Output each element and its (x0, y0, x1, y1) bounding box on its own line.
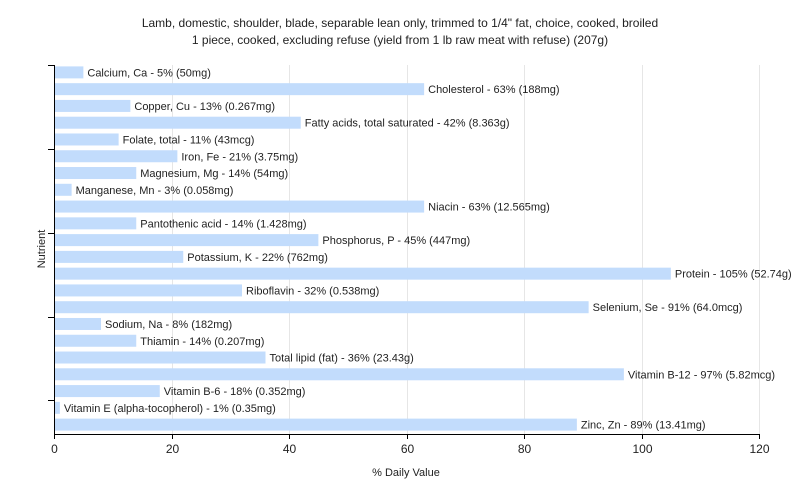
bar-label: Copper, Cu - 13% (0.267mg) (134, 101, 275, 113)
x-axis-title: % Daily Value (372, 467, 440, 479)
bar (55, 234, 319, 247)
bar (55, 284, 242, 297)
bars: Calcium, Ca - 5% (50mg) Cholesterol - 63%… (55, 66, 792, 432)
bar (55, 301, 589, 314)
bar-label: Niacin - 63% (12.565mg) (428, 202, 550, 214)
bar (55, 401, 60, 414)
bar-label: Pantothenic acid - 14% (1.428mg) (140, 218, 306, 230)
bar (55, 418, 577, 431)
bar (55, 83, 425, 96)
chart-title-line-1: Lamb, domestic, shoulder, blade, separab… (142, 16, 658, 30)
bar (55, 317, 101, 330)
bar (55, 133, 119, 146)
bar (55, 116, 301, 129)
x-tick-label: 20 (166, 442, 180, 456)
bar-label: Iron, Fe - 21% (3.75mg) (181, 151, 298, 163)
bar-label: Selenium, Se - 91% (64.0mcg) (593, 302, 743, 314)
bar-label: Phosphorus, P - 45% (447mg) (322, 235, 470, 247)
bar-label: Sodium, Na - 8% (182mg) (105, 319, 232, 331)
bar-label: Fatty acids, total saturated - 42% (8.36… (305, 118, 510, 130)
bar (55, 368, 624, 381)
bar (55, 385, 160, 398)
bar (55, 150, 178, 163)
bar-label: Magnesium, Mg - 14% (54mg) (140, 168, 288, 180)
x-tick-label: 100 (632, 442, 652, 456)
bar (55, 334, 137, 347)
bar-label: Calcium, Ca - 5% (50mg) (87, 67, 210, 79)
bar (55, 200, 425, 213)
bar (55, 167, 137, 180)
bar-label: Folate, total - 11% (43mcg) (123, 134, 255, 146)
bar-label: Vitamin E (alpha-tocopherol) - 1% (0.35m… (64, 403, 276, 415)
bar (55, 183, 72, 196)
x-tick-label: 120 (749, 442, 769, 456)
x-tick-label: 40 (283, 442, 297, 456)
bar-label: Total lipid (fat) - 36% (23.43g) (270, 353, 414, 365)
axes: 0 20 40 60 80 100 120 (48, 65, 770, 456)
bar-label: Thiamin - 14% (0.207mg) (140, 336, 264, 348)
x-tick-label: 0 (51, 442, 58, 456)
bar (55, 250, 184, 263)
bar (55, 267, 671, 280)
bar (55, 66, 84, 79)
x-tick-label: 80 (518, 442, 532, 456)
bar-label: Manganese, Mn - 3% (0.058mg) (76, 185, 234, 197)
bar (55, 99, 131, 112)
y-axis-title: Nutrient (36, 230, 48, 269)
bar-label: Cholesterol - 63% (188mg) (428, 84, 559, 96)
bar-label: Vitamin B-6 - 18% (0.352mg) (164, 386, 306, 398)
bar (55, 217, 137, 230)
x-tick-label: 60 (401, 442, 415, 456)
bar-label: Vitamin B-12 - 97% (5.82mcg) (628, 369, 775, 381)
bar-label: Zinc, Zn - 89% (13.41mg) (581, 420, 706, 432)
chart-title-line-2: 1 piece, cooked, excluding refuse (yield… (192, 33, 608, 47)
bar-label: Protein - 105% (52.74g) (675, 269, 792, 281)
bar-label: Potassium, K - 22% (762mg) (187, 252, 328, 264)
bar-label: Riboflavin - 32% (0.538mg) (246, 285, 379, 297)
bar (55, 351, 266, 364)
